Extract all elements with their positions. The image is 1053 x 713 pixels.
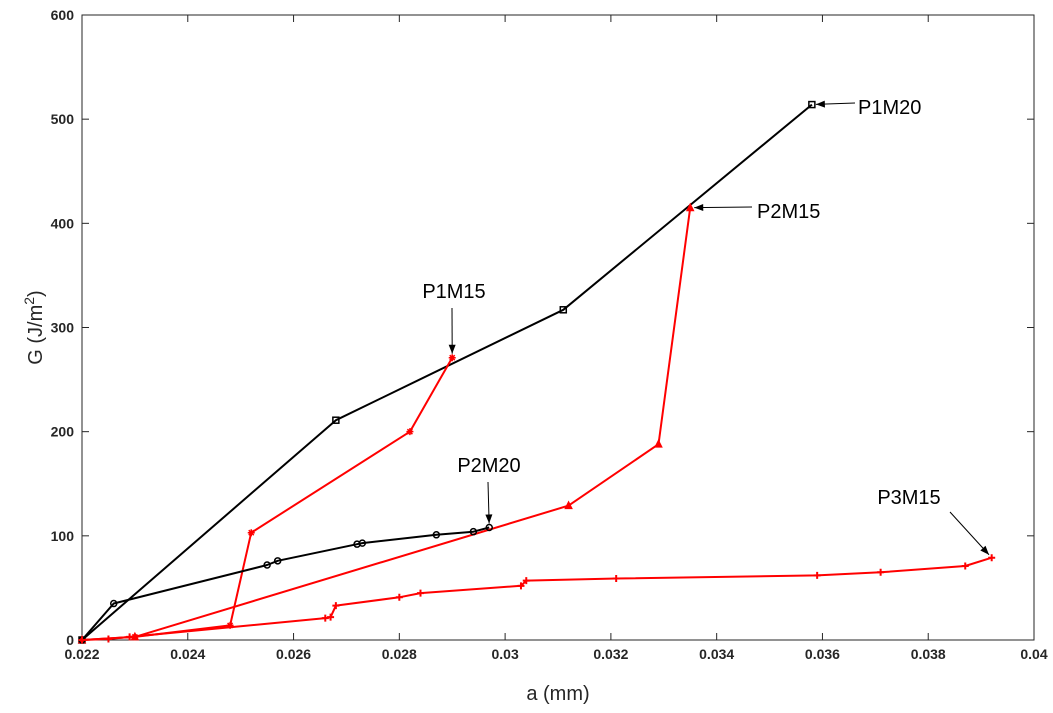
annotation-p3m15: P3M15	[877, 487, 990, 556]
data-point	[685, 202, 695, 212]
series-layer	[77, 100, 996, 644]
data-point	[469, 527, 478, 536]
annotation-p1m20: P1M20	[815, 97, 921, 119]
data-point	[78, 636, 86, 644]
data-point	[877, 568, 885, 576]
data-point	[448, 354, 456, 362]
x-tick-label: 0.026	[276, 646, 311, 662]
x-tick-label: 0.022	[64, 646, 99, 662]
x-tick-label: 0.034	[699, 646, 734, 662]
data-point	[332, 602, 340, 610]
annotation-p2m20: P2M20	[457, 455, 521, 524]
x-tick-label: 0.032	[593, 646, 628, 662]
data-point	[263, 561, 271, 569]
annotation-arrow-shaft	[949, 511, 990, 556]
data-point	[395, 593, 403, 601]
y-tick-label: 0	[66, 632, 74, 648]
data-point	[432, 531, 441, 539]
annotation-arrow-head	[815, 100, 825, 108]
data-point	[321, 614, 329, 622]
annotation-p1m15: P1M15	[422, 281, 486, 354]
y-tick-label: 400	[51, 215, 75, 231]
data-point	[808, 100, 816, 109]
annotation-arrow-head	[694, 204, 704, 212]
annotation-layer: P1M20 P2M15 P1M15 P2M20 P3M15	[422, 97, 990, 556]
data-point	[654, 439, 663, 448]
data-point	[559, 306, 568, 314]
data-point	[522, 577, 530, 585]
y-axis-label: G (J/m2)	[21, 290, 47, 364]
data-point	[988, 554, 996, 562]
y-tick-label: 300	[51, 320, 75, 336]
y-tick-label: 500	[51, 111, 75, 127]
series-p1m20	[78, 100, 816, 644]
annotation-arrow-head	[980, 545, 989, 555]
series-line	[81, 526, 490, 641]
annotation-label: P2M20	[457, 455, 520, 477]
data-point	[485, 523, 493, 532]
data-point	[961, 562, 969, 570]
y-axis-label-close: )	[25, 290, 47, 297]
data-point	[332, 416, 340, 424]
data-point	[564, 500, 573, 510]
y-tick-label: 100	[51, 528, 75, 544]
annotation-label: P1M20	[858, 97, 921, 119]
x-tick-label: 0.036	[805, 646, 840, 662]
series-p3m15	[78, 554, 996, 644]
annotation-arrow-head	[448, 344, 456, 354]
annotation-arrow-shaft	[694, 206, 753, 209]
data-point	[517, 582, 525, 590]
data-point	[109, 599, 118, 608]
annotation-label: P2M15	[757, 201, 820, 223]
annotation-label: P3M15	[877, 487, 940, 509]
x-tick-label: 0.038	[911, 646, 946, 662]
data-point	[247, 529, 255, 537]
y-tick-label: 200	[51, 424, 75, 440]
data-point	[126, 633, 134, 641]
axis-ticks: 0.022 0.024 0.026 0.028 0.03 0.032 0.034 0.036 0…	[51, 7, 1048, 662]
data-point	[416, 589, 424, 597]
annotation-arrow-head	[485, 514, 493, 524]
data-point	[104, 635, 112, 643]
data-point	[612, 575, 620, 583]
x-axis-label: a (mm)	[526, 683, 589, 705]
y-tick-label: 600	[51, 7, 75, 23]
x-tick-label: 0.028	[382, 646, 417, 662]
data-point	[226, 621, 234, 629]
data-point	[358, 539, 367, 547]
annotation-p2m15: P2M15	[694, 201, 820, 223]
y-axis-label-superscript: 2	[21, 297, 37, 305]
x-tick-label: 0.024	[170, 646, 205, 662]
x-tick-label: 0.03	[491, 646, 518, 662]
data-point	[406, 428, 414, 436]
data-point	[327, 613, 335, 621]
series-p2m20	[78, 523, 493, 644]
x-tick-label: 0.04	[1020, 646, 1047, 662]
series-line	[81, 103, 813, 641]
data-point	[813, 571, 821, 579]
annotation-label: P1M15	[422, 281, 485, 303]
data-point	[273, 557, 282, 565]
y-axis-label-main: G (J/m	[25, 305, 47, 365]
